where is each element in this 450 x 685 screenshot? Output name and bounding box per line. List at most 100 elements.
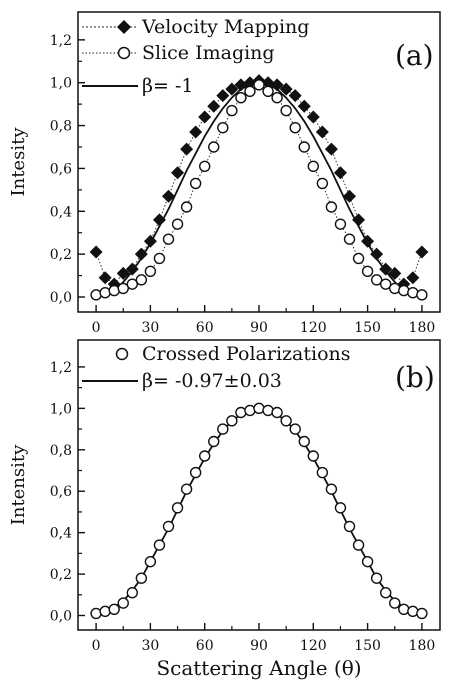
y-tick-label-b-5: 1,0 [50, 401, 72, 417]
data-point-a-slice-imaging-1 [99, 287, 111, 299]
data-point-b-crossed-polarizations-29 [352, 539, 365, 551]
x-tick-label-a-0: 0 [92, 320, 101, 336]
data-point-a-slice-imaging-21 [280, 104, 292, 117]
data-point-b-crossed-polarizations-21 [280, 415, 292, 427]
data-point-b-crossed-polarizations-30 [361, 555, 374, 568]
y-tick-label-a-2: 0,4 [50, 204, 72, 220]
legend-b: Crossed Polarizations β= -0.97±0.03 [82, 343, 351, 392]
x-tick-label-a-4: 120 [300, 320, 327, 336]
data-point-b-crossed-polarizations-25 [316, 466, 329, 479]
data-point-b-crossed-polarizations-23 [298, 435, 310, 448]
y-tick-label-a-3: 0,6 [50, 161, 72, 177]
y-tick-label-a-4: 0,8 [50, 119, 72, 135]
y-tick-label-b-3: 0,6 [50, 484, 72, 500]
data-point-a-velocity-mapping-16 [234, 78, 248, 92]
data-point-b-crossed-polarizations-4 [126, 587, 139, 599]
x-tick-label-a-5: 150 [354, 320, 381, 336]
x-tick-label-b-2: 60 [196, 638, 214, 654]
data-point-a-slice-imaging-22 [289, 122, 301, 134]
y-tick-label-a-0: 0,0 [50, 290, 72, 306]
data-point-b-crossed-polarizations-14 [217, 423, 229, 435]
data-point-b-crossed-polarizations-17 [244, 404, 256, 417]
data-point-a-slice-imaging-35 [407, 287, 419, 299]
data-point-a-velocity-mapping-29 [352, 213, 366, 227]
data-point-b-crossed-polarizations-22 [289, 423, 301, 435]
x-tick-label-a-6: 180 [409, 320, 436, 336]
data-point-a-velocity-mapping-20 [270, 78, 284, 92]
legend-marker-velocity-mapping [117, 20, 131, 34]
data-point-a-slice-imaging-19 [262, 85, 274, 97]
data-point-a-velocity-mapping-0 [89, 245, 103, 259]
data-point-a-velocity-mapping-32 [379, 262, 393, 276]
legend-label-beta-fit-b: β= -0.97±0.03 [142, 370, 282, 392]
data-point-a-velocity-mapping-19 [261, 76, 275, 90]
data-point-a-slice-imaging-12 [198, 160, 211, 172]
x-tick-label-b-3: 90 [250, 638, 268, 654]
series-line-a-slice-imaging [95, 84, 423, 296]
legend-a: Velocity Mapping Slice Imaging β= -1 [82, 16, 309, 97]
data-point-a-velocity-mapping-6 [143, 234, 157, 248]
data-point-a-velocity-mapping-28 [343, 189, 356, 203]
data-point-a-velocity-mapping-9 [171, 166, 185, 180]
data-point-a-velocity-mapping-17 [243, 76, 257, 90]
data-point-a-slice-imaging-14 [217, 122, 229, 134]
data-point-a-slice-imaging-31 [370, 274, 383, 286]
x-tick-label-b-5: 150 [354, 638, 381, 654]
data-point-a-slice-imaging-30 [361, 265, 374, 277]
data-point-a-slice-imaging-26 [325, 201, 338, 213]
data-point-a-slice-imaging-16 [235, 92, 247, 104]
data-point-a-slice-imaging-11 [189, 177, 202, 190]
y-ticks-a: 0,0 0,2 0,4 0,6 0,8 1,0 1,2 [50, 33, 85, 306]
data-point-b-crossed-polarizations-26 [325, 483, 338, 495]
data-point-a-velocity-mapping-27 [333, 166, 347, 180]
data-point-b-crossed-polarizations-24 [307, 450, 319, 462]
legend-label-slice-imaging: Slice Imaging [142, 42, 275, 64]
x-tick-label-a-3: 90 [250, 320, 268, 336]
data-point-a-velocity-mapping-23 [297, 99, 311, 113]
data-point-a-slice-imaging-29 [352, 252, 365, 265]
data-point-a-velocity-mapping-7 [152, 213, 166, 227]
series-line-a-1 [95, 81, 423, 298]
data-point-a-slice-imaging-0 [90, 289, 102, 301]
y-ticks-b: 0,0 0,2 0,4 0,6 0,8 1,0 1,2 [50, 360, 85, 625]
data-point-b-crossed-polarizations-2 [108, 603, 120, 615]
data-point-a-slice-imaging-20 [271, 92, 283, 104]
data-point-a-velocity-mapping-8 [162, 189, 175, 203]
y-tick-label-b-2: 0,4 [50, 526, 72, 542]
data-point-b-crossed-polarizations-7 [153, 539, 166, 551]
x-tick-label-a-2: 60 [196, 320, 214, 336]
data-point-b-crossed-polarizations-8 [162, 520, 175, 533]
y-tick-label-b-6: 1,2 [50, 360, 72, 376]
data-point-b-crossed-polarizations-31 [370, 572, 383, 584]
data-point-b-crossed-polarizations-6 [144, 555, 157, 568]
data-point-a-velocity-mapping-30 [361, 234, 375, 248]
legend-label-crossed-polarizations: Crossed Polarizations [142, 343, 351, 365]
data-point-b-crossed-polarizations-18 [253, 402, 265, 415]
series-b [90, 402, 428, 620]
data-point-a-slice-imaging-5 [135, 274, 148, 286]
data-point-a-velocity-mapping-5 [134, 247, 148, 261]
data-point-b-crossed-polarizations-9 [171, 502, 184, 514]
y-axis-label-b: Intensity [8, 444, 29, 525]
data-point-b-crossed-polarizations-10 [180, 483, 193, 495]
data-point-a-slice-imaging-6 [144, 265, 157, 277]
y-tick-label-b-4: 0,8 [50, 443, 72, 459]
data-point-a-slice-imaging-13 [208, 141, 220, 153]
x-ticks-a: 0 30 60 90 120 150 180 [92, 305, 436, 336]
y-tick-label-a-5: 1,0 [50, 76, 72, 92]
data-point-a-slice-imaging-33 [389, 282, 401, 295]
y-tick-label-b-0: 0,0 [50, 609, 72, 625]
data-point-a-slice-imaging-7 [153, 252, 166, 265]
series-line-b-0-97-0-03 [95, 407, 423, 615]
data-point-a-velocity-mapping-10 [180, 142, 194, 156]
data-point-b-crossed-polarizations-11 [189, 466, 202, 479]
data-point-a-slice-imaging-18 [253, 79, 265, 91]
data-point-a-velocity-mapping-31 [370, 247, 384, 261]
data-point-a-slice-imaging-27 [334, 218, 347, 230]
data-point-b-crossed-polarizations-3 [117, 597, 129, 609]
series-a [89, 74, 429, 301]
x-tick-label-b-1: 30 [141, 638, 159, 654]
data-point-a-velocity-mapping-13 [207, 99, 221, 113]
panel-label-b: (b) [395, 361, 435, 394]
